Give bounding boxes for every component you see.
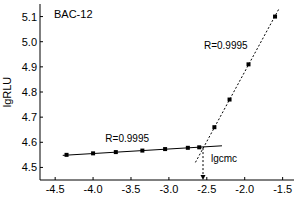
y-tick: [40, 117, 43, 118]
y-tick: [40, 167, 43, 168]
y-tick: [40, 142, 43, 143]
y-tick: [40, 41, 43, 42]
plot-area: [63, 9, 279, 162]
x-tick: [282, 177, 283, 180]
y-tick-label: 5.1: [22, 11, 37, 23]
x-tick-label: -4.5: [46, 183, 65, 195]
x-tick-label: -2.0: [235, 183, 254, 195]
x-tick-label: -2.5: [197, 183, 216, 195]
x-tick-label: -4.0: [84, 183, 103, 195]
fit-line: [195, 9, 278, 162]
data-point: [228, 98, 232, 102]
y-tick-label: 4.9: [22, 61, 37, 73]
x-tick: [55, 177, 56, 180]
x-tick-label: -3.5: [122, 183, 141, 195]
annotation: R=0.9995: [105, 133, 149, 144]
cmc-arrow: [203, 148, 204, 176]
annotation: lgcmc: [211, 153, 237, 164]
y-tick-label: 5.0: [22, 36, 37, 48]
y-tick-label: 4.8: [22, 86, 37, 98]
fit-line: [63, 146, 222, 156]
y-tick-label: 4.5: [22, 161, 37, 173]
y-tick-label: 4.7: [22, 111, 37, 123]
x-tick: [244, 177, 245, 180]
y-tick: [40, 16, 43, 17]
y-tick: [40, 92, 43, 93]
y-tick-label: 4.6: [22, 136, 37, 148]
arrow-head: [201, 175, 206, 180]
x-tick: [130, 177, 131, 180]
x-tick-label: -1.5: [273, 183, 292, 195]
y-tick: [40, 66, 43, 67]
y-label: lgRLU: [1, 77, 13, 108]
x-tick: [168, 177, 169, 180]
x-axis: [40, 180, 294, 181]
title: BAC-12: [54, 8, 93, 20]
annotation: R=0.9995: [204, 40, 248, 51]
x-tick-label: -3.0: [159, 183, 178, 195]
chart: 4.5 4.6 4.7 4.8 4.9 5.0 5.1 -4.5 -4.0 -3.5 -3.0 -2.…: [0, 0, 300, 200]
x-tick: [93, 177, 94, 180]
x-tick: [206, 177, 207, 180]
